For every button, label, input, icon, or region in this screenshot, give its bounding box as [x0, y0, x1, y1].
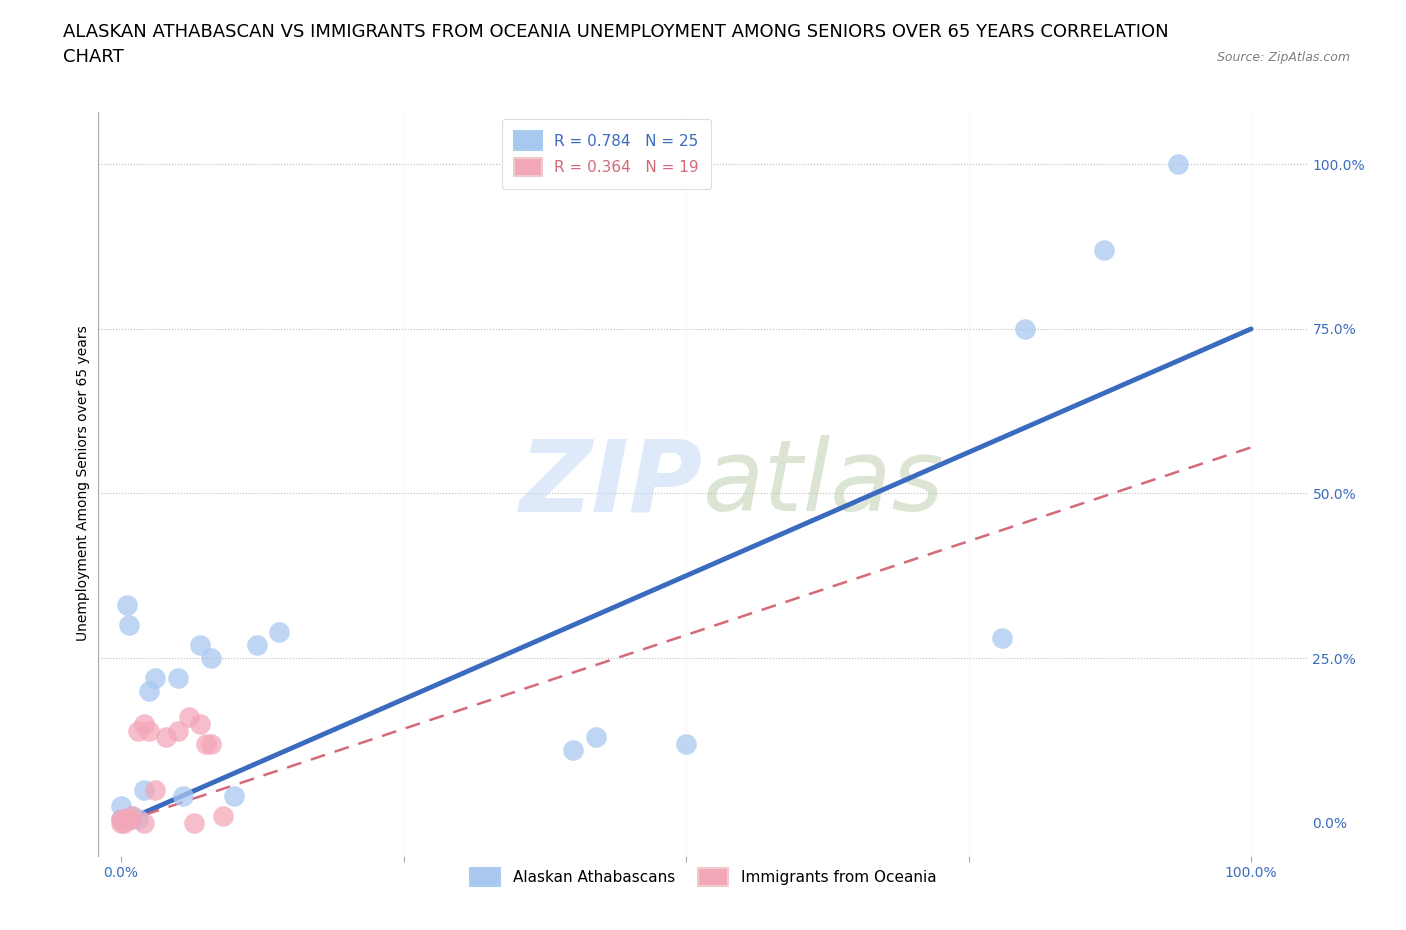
Point — [269, 624, 291, 639]
Point — [118, 618, 141, 632]
Point — [222, 789, 245, 804]
Text: ZIP: ZIP — [520, 435, 703, 532]
Point — [110, 816, 132, 830]
Point — [1167, 157, 1189, 172]
Point — [562, 743, 585, 758]
Point — [115, 812, 138, 827]
Point — [143, 782, 166, 797]
Point — [155, 730, 177, 745]
Legend: Alaskan Athabascans, Immigrants from Oceania: Alaskan Athabascans, Immigrants from Oce… — [464, 862, 942, 893]
Point — [172, 789, 194, 804]
Point — [991, 631, 1014, 645]
Point — [110, 812, 132, 827]
Point — [121, 809, 143, 824]
Point — [1014, 322, 1036, 337]
Point — [112, 816, 135, 830]
Point — [110, 812, 132, 827]
Point — [118, 812, 141, 827]
Y-axis label: Unemployment Among Seniors over 65 years: Unemployment Among Seniors over 65 years — [76, 326, 90, 642]
Point — [200, 737, 222, 751]
Point — [132, 816, 155, 830]
Point — [112, 812, 135, 827]
Point — [138, 723, 160, 737]
Point — [177, 710, 200, 724]
Point — [110, 799, 132, 814]
Text: ALASKAN ATHABASCAN VS IMMIGRANTS FROM OCEANIA UNEMPLOYMENT AMONG SENIORS OVER 65: ALASKAN ATHABASCAN VS IMMIGRANTS FROM OC… — [63, 23, 1168, 66]
Point — [127, 812, 149, 827]
Point — [132, 782, 155, 797]
Point — [200, 651, 222, 666]
Point — [675, 737, 697, 751]
Text: Source: ZipAtlas.com: Source: ZipAtlas.com — [1216, 51, 1350, 64]
Point — [246, 637, 269, 652]
Point — [166, 671, 188, 685]
Point — [166, 723, 188, 737]
Text: atlas: atlas — [703, 435, 945, 532]
Point — [138, 684, 160, 698]
Point — [188, 716, 211, 731]
Point — [585, 730, 607, 745]
Point — [1092, 243, 1115, 258]
Point — [132, 716, 155, 731]
Point — [115, 598, 138, 613]
Point — [194, 737, 217, 751]
Point — [121, 812, 143, 827]
Point — [143, 671, 166, 685]
Point — [211, 809, 233, 824]
Point — [121, 809, 143, 824]
Point — [127, 723, 149, 737]
Point — [183, 816, 205, 830]
Point — [188, 637, 211, 652]
